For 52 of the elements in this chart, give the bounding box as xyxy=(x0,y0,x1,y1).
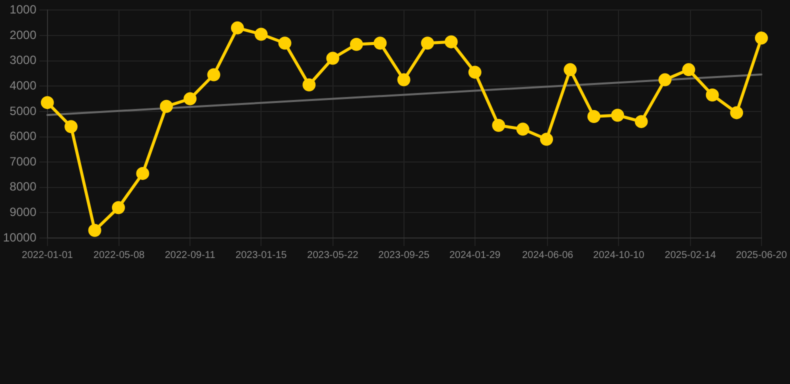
x-tick-label: 2023-05-22 xyxy=(307,250,359,261)
point xyxy=(64,120,78,134)
y-tick-label: 6000 xyxy=(10,129,37,144)
x-tick-label: 2024-06-06 xyxy=(522,250,574,261)
point xyxy=(88,224,102,237)
x-tick-label: 2022-01-01 xyxy=(22,250,74,261)
point xyxy=(564,63,577,76)
point xyxy=(492,118,506,132)
point xyxy=(634,115,648,128)
point xyxy=(278,36,292,50)
point xyxy=(468,66,482,79)
x-tick-label: 2023-01-15 xyxy=(236,250,288,261)
point xyxy=(230,21,244,34)
point xyxy=(421,36,434,50)
y-tick-label: 10000 xyxy=(2,230,37,244)
point xyxy=(112,201,125,214)
y-tick-label: 4000 xyxy=(10,78,37,92)
x-tick-label: 2023-09-25 xyxy=(378,250,430,261)
point xyxy=(207,68,220,82)
point xyxy=(136,166,150,180)
point xyxy=(40,96,54,110)
point xyxy=(302,78,316,92)
point xyxy=(706,88,719,102)
y-tick-label: 8000 xyxy=(10,180,37,194)
point xyxy=(658,73,672,86)
point xyxy=(730,106,744,120)
point xyxy=(374,36,387,50)
y-tick-label: 3000 xyxy=(10,53,37,68)
point xyxy=(682,63,696,76)
point xyxy=(254,28,268,41)
point xyxy=(326,52,340,65)
x-tick-label: 2022-09-11 xyxy=(164,250,216,261)
x-tick-label: 2024-01-29 xyxy=(449,250,501,261)
y-tick-label: 2000 xyxy=(10,28,37,42)
x-tick-label: 2025-06-20 xyxy=(736,250,788,261)
point xyxy=(350,38,363,51)
y-tick-label: 9000 xyxy=(10,205,37,219)
point xyxy=(540,132,554,146)
point xyxy=(160,100,173,113)
point xyxy=(397,73,410,86)
y-tick-label: 1000 xyxy=(10,2,37,17)
x-tick-label: 2025-02-14 xyxy=(664,250,716,261)
y-tick-label: 7000 xyxy=(10,154,37,168)
point xyxy=(444,35,458,48)
point xyxy=(587,110,600,124)
x-tick-label: 2022-05-08 xyxy=(93,250,146,261)
point xyxy=(516,122,530,136)
y-tick-label: 5000 xyxy=(10,104,37,118)
point xyxy=(611,108,624,122)
point xyxy=(754,32,768,45)
point xyxy=(184,92,197,106)
x-tick-label: 2024-10-10 xyxy=(593,250,645,261)
